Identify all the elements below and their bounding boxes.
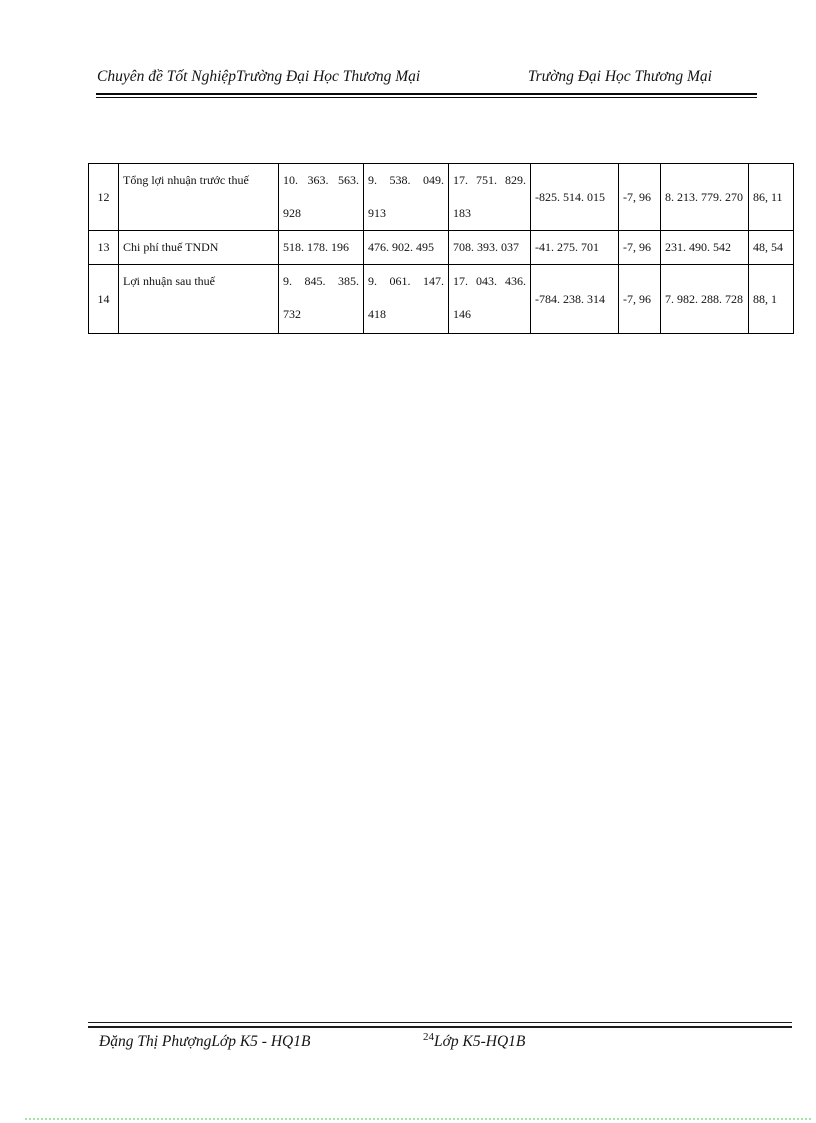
value-cell: -784. 238. 314 xyxy=(530,264,619,334)
value-cell: 518. 178. 196 xyxy=(278,230,364,265)
value-cell: 9. 845. 385. 732 xyxy=(278,264,364,334)
value-cell: 708. 393. 037 xyxy=(448,230,531,265)
footer-class-text: Lớp K5-HQ1B xyxy=(434,1033,526,1050)
row-number-cell: 12 xyxy=(88,163,119,231)
value-cell: -7, 96 xyxy=(618,230,661,265)
value-cell: -825. 514. 015 xyxy=(530,163,619,231)
value-cell: 476. 902. 495 xyxy=(363,230,449,265)
table-row: 13 Chi phí thuế TNDN 518. 178. 196 476. … xyxy=(88,230,794,265)
value-cell: 48, 54 xyxy=(748,230,794,265)
header-right-text: Trường Đại Học Thương Mại xyxy=(527,68,712,85)
value-cell: 8. 213. 779. 270 xyxy=(660,163,749,231)
value-cell: 9. 061. 147. 418 xyxy=(363,264,449,334)
value-cell: -7, 96 xyxy=(618,163,661,231)
footer-author-text: Đặng Thị PhượngLớp K5 - HQ1B xyxy=(99,1033,311,1050)
row-label-cell: Lợi nhuận sau thuế xyxy=(118,264,279,334)
value-cell: 17. 751. 829. 183 xyxy=(448,163,531,231)
bottom-dotted-rule xyxy=(25,1118,811,1120)
value-cell: -41. 275. 701 xyxy=(530,230,619,265)
value-cell: 17. 043. 436. 146 xyxy=(448,264,531,334)
table-row: 12 Tổng lợi nhuận trước thuế 10. 363. 56… xyxy=(88,163,794,231)
footer-page-info: 24Lớp K5-HQ1B xyxy=(423,1030,526,1051)
header-rule xyxy=(96,93,757,98)
page-header: Chuyên đề Tốt NghiệpTrường Đại Học Thươn… xyxy=(97,66,757,88)
value-cell: 88, 1 xyxy=(748,264,794,334)
value-cell: 7. 982. 288. 728 xyxy=(660,264,749,334)
row-label-cell: Tổng lợi nhuận trước thuế xyxy=(118,163,279,231)
financial-table: 12 Tổng lợi nhuận trước thuế 10. 363. 56… xyxy=(88,163,794,334)
value-cell: -7, 96 xyxy=(618,264,661,334)
value-cell: 9. 538. 049. 913 xyxy=(363,163,449,231)
value-cell: 231. 490. 542 xyxy=(660,230,749,265)
row-number-cell: 14 xyxy=(88,264,119,334)
footer-rule xyxy=(88,1022,792,1028)
table-row: 14 Lợi nhuận sau thuế 9. 845. 385. 732 9… xyxy=(88,264,794,334)
row-number-cell: 13 xyxy=(88,230,119,265)
value-cell: 86, 11 xyxy=(748,163,794,231)
row-label-cell: Chi phí thuế TNDN xyxy=(118,230,279,265)
page-number: 24 xyxy=(423,1030,434,1043)
header-left-text: Chuyên đề Tốt NghiệpTrường Đại Học Thươn… xyxy=(97,68,421,85)
value-cell: 10. 363. 563. 928 xyxy=(278,163,364,231)
